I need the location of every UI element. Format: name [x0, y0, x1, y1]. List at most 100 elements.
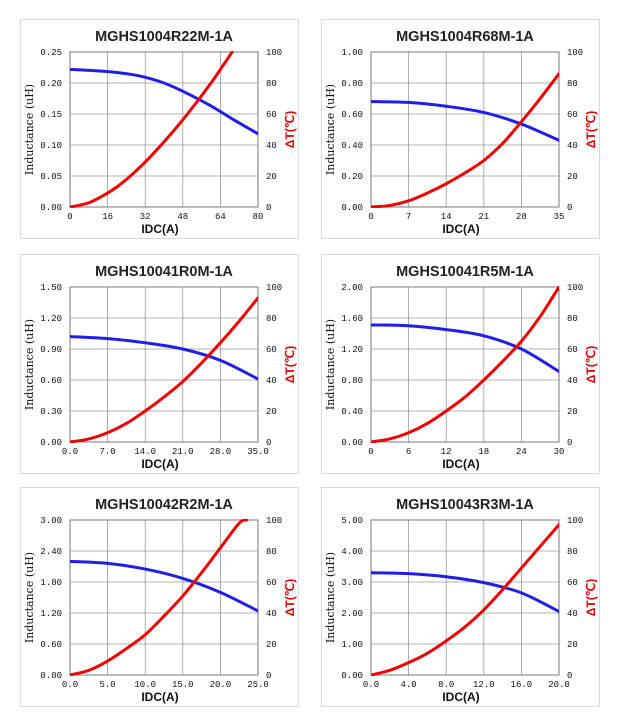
y2-tick-label: 20	[567, 172, 578, 182]
y2-tick-label: 60	[266, 345, 277, 355]
x-tick-label: 14.0	[134, 447, 156, 457]
y-tick-label: 1.00	[341, 48, 363, 58]
x-tick-label: 12	[441, 447, 452, 457]
chart-svg: MGHS10042R2M-1A 0.0 5.0 10.0 15.0 20.0 25.0 0.0…	[23, 497, 297, 704]
x-tick-label: 35.0	[247, 447, 269, 457]
y-tick-label: 1.50	[40, 283, 62, 293]
x-axis-label: IDC(A)	[141, 690, 178, 704]
y-tick-label: 0.60	[40, 376, 62, 386]
y-axis-label: Inductance (uH)	[23, 552, 36, 643]
x-axis-label: IDC(A)	[442, 690, 479, 704]
y-tick-label: 0.80	[341, 79, 363, 89]
y2-tick-label: 100	[567, 48, 583, 58]
y-tick-label: 0.00	[40, 203, 62, 213]
x-tick-label: 5.0	[99, 680, 115, 690]
x-tick-label: 21	[478, 212, 489, 222]
y-tick-label: 0.00	[341, 671, 363, 681]
x-axis-label: IDC(A)	[442, 457, 479, 471]
y-axis-label: Inductance (uH)	[23, 319, 36, 410]
chart-panel: MGHS10042R2M-1A 0.0 5.0 10.0 15.0 20.0 25.0 0.0…	[20, 487, 299, 707]
x-tick-label: 21.0	[172, 447, 194, 457]
y2-tick-label: 60	[567, 110, 578, 120]
x-tick-label: 8.0	[438, 680, 454, 690]
x-tick-label: 15.0	[172, 680, 194, 690]
y-tick-label: 2.00	[341, 283, 363, 293]
y-tick-label: 0.00	[341, 203, 363, 213]
y-tick-label: 4.00	[341, 547, 363, 557]
y2-tick-label: 40	[567, 376, 578, 386]
y2-tick-label: 40	[266, 376, 277, 386]
chart-title: MGHS10043R3M-1A	[396, 497, 534, 513]
y2-tick-label: 80	[567, 314, 578, 324]
x-tick-label: 24	[516, 447, 527, 457]
y2-tick-label: 100	[266, 516, 282, 526]
y-tick-label: 0.20	[40, 79, 62, 89]
y2-tick-label: 20	[266, 172, 277, 182]
plot-frame	[370, 519, 560, 676]
y2-tick-label: 60	[266, 110, 277, 120]
y2-tick-label: 0	[567, 203, 572, 213]
x-tick-label: 14	[441, 212, 452, 222]
y-tick-label: 0.10	[40, 141, 62, 151]
inductance-line	[371, 100, 559, 142]
plot-frame	[69, 286, 259, 443]
plot-frame	[370, 286, 560, 443]
chart-panel: MGHS10041R0M-1A 0.0 7.0 14.0 21.0 28.0 35.0 0.0…	[20, 254, 299, 474]
x-tick-label: 0.0	[363, 680, 379, 690]
y-tick-label: 0.40	[341, 407, 363, 417]
y-tick-label: 0.40	[341, 141, 363, 151]
y-axis-label: Inductance (uH)	[23, 84, 36, 175]
x-axis-label: IDC(A)	[442, 222, 479, 236]
y2-tick-label: 100	[266, 48, 282, 58]
y2-axis-label: ΔT(℃)	[283, 111, 297, 148]
temperature-rise-line	[371, 72, 559, 208]
x-tick-label: 0.0	[62, 447, 78, 457]
x-axis-label: IDC(A)	[141, 457, 178, 471]
y2-tick-label: 80	[266, 314, 277, 324]
y2-tick-label: 20	[266, 407, 277, 417]
y-tick-label: 1.00	[341, 640, 363, 650]
y-tick-label: 0.60	[341, 110, 363, 120]
plot-frame	[69, 519, 259, 676]
y2-axis-label: ΔT(℃)	[584, 579, 598, 616]
inductance-line	[70, 67, 258, 136]
x-axis-label: IDC(A)	[141, 222, 178, 236]
chart-panel: MGHS10043R3M-1A 0.0 4.0 8.0 12.0 16.0 20.0 0.00…	[321, 487, 600, 707]
x-tick-label: 30	[554, 447, 565, 457]
temperature-rise-line	[70, 519, 249, 676]
x-tick-label: 0	[368, 212, 373, 222]
x-tick-label: 16	[102, 212, 113, 222]
chart-svg: MGHS1004R22M-1A 0 16 32 48 64 80 0.00 0.05 0.10 0.…	[23, 29, 297, 236]
plot-frame	[370, 51, 560, 208]
y2-tick-label: 0	[266, 671, 271, 681]
x-tick-label: 4.0	[400, 680, 416, 690]
y-tick-label: 0.80	[341, 376, 363, 386]
chart-panel: MGHS10041R5M-1A 0 6 12 18 24 30 0.00 0.40 0.80 1.2…	[321, 254, 600, 474]
y2-tick-label: 20	[567, 640, 578, 650]
x-tick-label: 18	[478, 447, 489, 457]
y2-axis-label: ΔT(℃)	[283, 346, 297, 383]
x-tick-label: 0.0	[62, 680, 78, 690]
y2-tick-label: 80	[567, 79, 578, 89]
y-tick-label: 2.00	[341, 609, 363, 619]
x-tick-label: 35	[554, 212, 565, 222]
y2-tick-label: 80	[266, 79, 277, 89]
x-tick-label: 80	[253, 212, 264, 222]
x-tick-label: 7.0	[99, 447, 115, 457]
y2-axis-label: ΔT(℃)	[283, 579, 297, 616]
x-tick-label: 10.0	[134, 680, 156, 690]
x-tick-label: 32	[140, 212, 151, 222]
x-tick-label: 16.0	[511, 680, 533, 690]
y2-tick-label: 0	[266, 438, 271, 448]
x-tick-label: 0	[368, 447, 373, 457]
chart-svg: MGHS1004R68M-1A 0 7 14 21 28 35 0.00 0.20 0.40 0.6…	[324, 29, 598, 236]
y-tick-label: 1.20	[40, 314, 62, 324]
y-tick-label: 0.05	[40, 172, 62, 182]
inductance-line	[70, 559, 258, 613]
y2-tick-label: 80	[567, 547, 578, 557]
y2-tick-label: 20	[567, 407, 578, 417]
chart-svg: MGHS10043R3M-1A 0.0 4.0 8.0 12.0 16.0 20.0 0.00…	[324, 497, 598, 704]
y-tick-label: 0.90	[40, 345, 62, 355]
y2-tick-label: 60	[567, 578, 578, 588]
y-tick-label: 2.40	[40, 547, 62, 557]
